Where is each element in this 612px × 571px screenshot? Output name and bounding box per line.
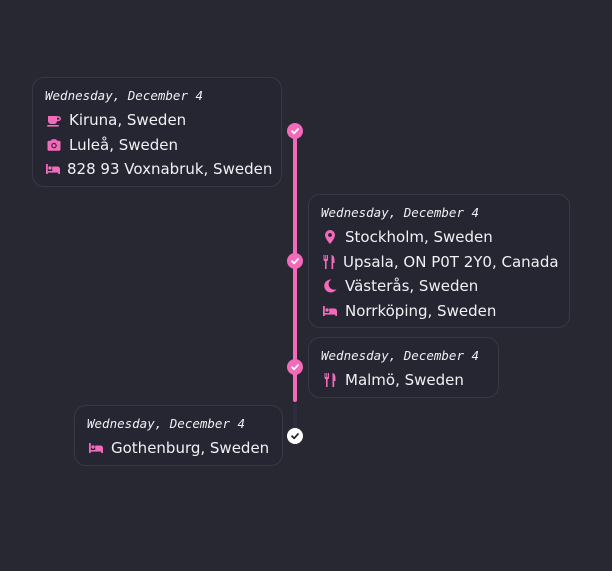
card-date: Wednesday, December 4 [45, 88, 204, 103]
list-item[interactable]: Malmö, Sweden [321, 368, 486, 393]
list-item[interactable]: 828 93 Voxnabruk, Sweden [45, 157, 273, 182]
bed-icon [45, 160, 61, 178]
moon-icon [321, 277, 339, 295]
card-date: Wednesday, December 4 [87, 416, 246, 431]
place-name: Gothenburg, Sweden [111, 439, 270, 458]
map-pin-icon [321, 228, 339, 246]
list-item[interactable]: Upsala, ON P0T 2Y0, Canada [321, 250, 559, 275]
list-item[interactable]: Kiruna, Sweden [45, 108, 269, 133]
place-name: Luleå, Sweden [69, 135, 178, 154]
timeline-line [293, 264, 297, 364]
bed-icon [87, 439, 105, 457]
utensils-icon [321, 253, 337, 271]
timeline-line-inactive [293, 404, 297, 430]
list-item[interactable]: Luleå, Sweden [45, 133, 269, 158]
timeline-card[interactable]: Wednesday, December 4 Malmö, Sweden [308, 337, 499, 398]
timeline-node-check-icon [287, 123, 303, 139]
card-date: Wednesday, December 4 [321, 205, 480, 220]
list-item[interactable]: Stockholm, Sweden [321, 225, 557, 250]
place-name: Kiruna, Sweden [69, 111, 187, 130]
list-item[interactable]: Gothenburg, Sweden [87, 436, 270, 461]
utensils-icon [321, 371, 339, 389]
timeline-card[interactable]: Wednesday, December 4 Stockholm, Sweden … [308, 194, 570, 328]
place-name: Stockholm, Sweden [345, 228, 493, 247]
timeline-node-check-icon [287, 253, 303, 269]
card-date: Wednesday, December 4 [321, 348, 480, 363]
timeline-node-check-icon [287, 359, 303, 375]
place-name: Upsala, ON P0T 2Y0, Canada [343, 252, 559, 271]
timeline-line [293, 372, 297, 402]
timeline-node-check-icon [287, 428, 303, 444]
coffee-icon [45, 111, 63, 129]
place-name: Norrköping, Sweden [345, 301, 497, 320]
list-item[interactable]: Västerås, Sweden [321, 274, 557, 299]
place-name: Malmö, Sweden [345, 371, 464, 390]
place-name: 828 93 Voxnabruk, Sweden [67, 160, 273, 179]
bed-icon [321, 302, 339, 320]
timeline-card[interactable]: Wednesday, December 4 Kiruna, Sweden Lul… [32, 77, 282, 187]
timeline-card[interactable]: Wednesday, December 4 Gothenburg, Sweden [74, 405, 283, 466]
camera-icon [45, 136, 63, 154]
timeline-line [293, 134, 297, 258]
list-item[interactable]: Norrköping, Sweden [321, 299, 557, 324]
place-name: Västerås, Sweden [345, 277, 479, 296]
